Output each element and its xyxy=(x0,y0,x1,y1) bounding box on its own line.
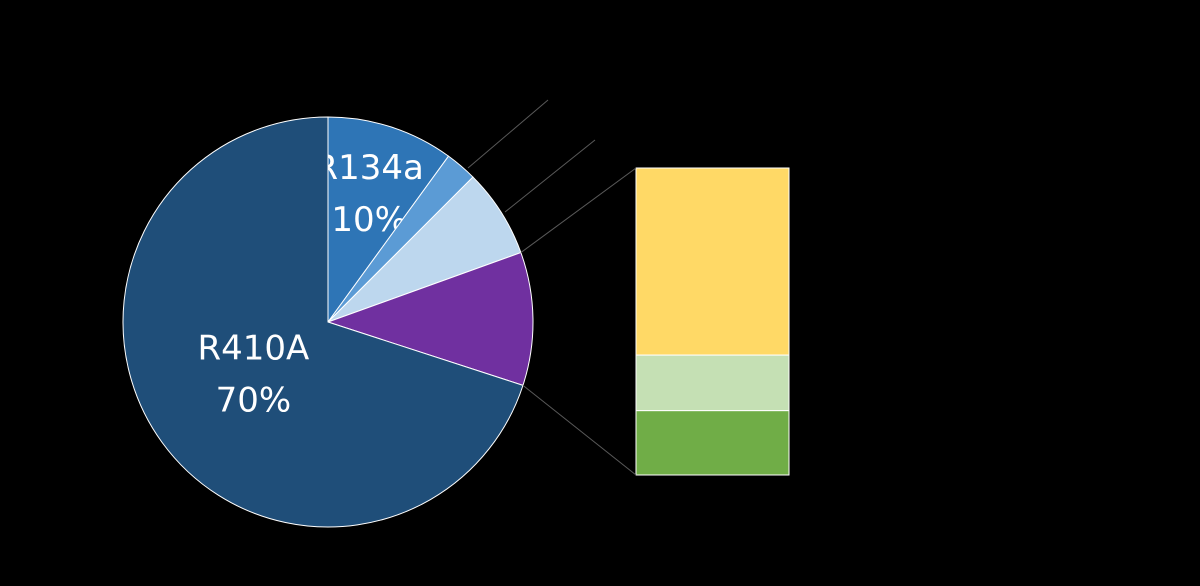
pie-slice xyxy=(326,251,534,386)
connector-line xyxy=(522,384,637,476)
leader-line xyxy=(504,139,596,213)
bar-segment xyxy=(635,167,790,356)
connector-line xyxy=(520,167,637,253)
pie-slice xyxy=(122,116,524,528)
value-label: 70% xyxy=(216,381,292,421)
slice-label: R134a xyxy=(314,148,423,188)
bar-segment xyxy=(635,410,790,476)
pie-slice xyxy=(327,116,450,324)
leader-line xyxy=(467,99,549,169)
slice-label: R410A xyxy=(197,329,309,369)
bar-segment xyxy=(635,354,790,412)
